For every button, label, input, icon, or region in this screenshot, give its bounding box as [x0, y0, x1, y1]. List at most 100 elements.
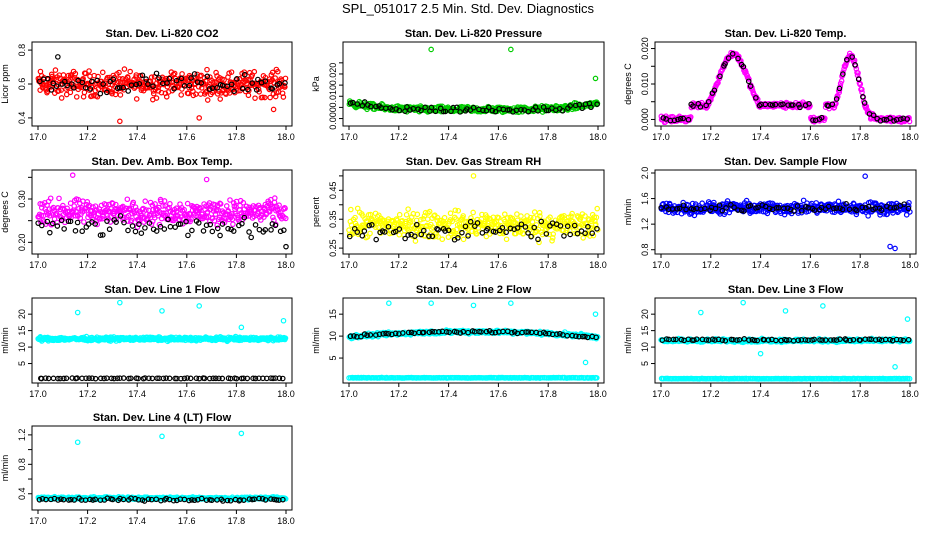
- data-point: [139, 72, 146, 79]
- data-point: [749, 336, 756, 343]
- x-tick-label: 18.0: [589, 260, 607, 270]
- data-point: [240, 199, 247, 206]
- x-tick-label: 17.0: [29, 132, 47, 142]
- outlier-point: [280, 317, 287, 324]
- data-point: [142, 198, 149, 204]
- points-layer: [346, 300, 601, 381]
- data-point: [225, 375, 232, 382]
- data-point: [252, 95, 258, 101]
- chart-title: Stan. Dev. Line 3 Flow: [728, 284, 844, 296]
- data-point: [280, 94, 287, 100]
- data-point: [67, 89, 74, 96]
- data-point: [79, 79, 86, 86]
- outlier-point: [428, 300, 434, 306]
- data-point: [127, 68, 133, 75]
- data-point: [92, 375, 99, 382]
- data-point: [104, 218, 110, 224]
- data-point: [225, 225, 231, 232]
- outlier-point: [386, 300, 392, 306]
- y-axis-label: ml/min: [623, 199, 633, 226]
- data-point: [492, 329, 499, 336]
- data-point: [533, 329, 540, 336]
- y-tick-label: 5: [328, 356, 338, 361]
- data-point: [110, 76, 117, 83]
- data-point: [54, 223, 61, 229]
- data-point: [282, 75, 289, 82]
- data-point: [228, 81, 235, 88]
- data-point: [161, 226, 168, 232]
- data-point: [58, 87, 64, 93]
- data-point: [455, 207, 462, 214]
- x-tick-label: 17.2: [390, 389, 408, 399]
- data-point: [460, 213, 466, 219]
- outlier-point: [782, 308, 789, 314]
- data-point: [881, 116, 887, 123]
- data-point: [276, 375, 283, 382]
- data-point: [459, 229, 465, 236]
- data-point: [522, 224, 529, 230]
- data-point: [120, 84, 127, 91]
- data-point: [729, 51, 736, 57]
- data-point: [574, 230, 581, 237]
- outlier-point: [283, 243, 289, 250]
- data-point: [484, 225, 491, 232]
- y-tick-label: 20: [640, 309, 650, 319]
- data-point: [878, 207, 885, 213]
- data-point: [369, 222, 375, 228]
- data-point: [72, 70, 79, 77]
- data-point: [546, 330, 552, 337]
- x-tick-label: 17.8: [228, 260, 246, 270]
- data-point: [781, 205, 787, 212]
- data-point: [42, 375, 49, 381]
- data-point: [97, 375, 104, 382]
- outlier-point: [117, 118, 123, 125]
- y-tick-label: 0.30: [17, 190, 27, 208]
- data-point: [160, 203, 166, 209]
- y-axis-label: Licor ppm: [0, 64, 10, 104]
- data-point: [70, 209, 76, 216]
- data-point: [282, 215, 289, 222]
- data-point: [186, 82, 193, 89]
- y-tick-label: 1.2: [640, 218, 650, 231]
- data-point: [167, 200, 173, 207]
- data-point: [172, 224, 179, 230]
- data-point: [564, 223, 571, 229]
- data-point: [47, 213, 53, 219]
- data-point: [184, 375, 191, 381]
- data-point: [49, 220, 56, 227]
- x-tick-label: 18.0: [277, 389, 295, 399]
- data-point: [755, 204, 761, 211]
- data-point: [133, 81, 140, 88]
- data-point: [376, 331, 383, 338]
- y-axis-label: degrees C: [623, 63, 633, 105]
- data-point: [723, 205, 729, 211]
- data-point: [550, 231, 557, 237]
- data-point: [114, 85, 121, 91]
- data-point: [97, 216, 103, 222]
- data-point: [866, 336, 872, 342]
- data-point: [164, 83, 171, 90]
- data-point: [145, 81, 151, 87]
- data-point: [447, 210, 454, 217]
- data-point: [246, 229, 252, 235]
- data-point: [188, 75, 194, 81]
- x-tick-label: 18.0: [589, 389, 607, 399]
- data-point: [446, 329, 452, 336]
- data-point: [373, 236, 379, 243]
- data-point: [840, 71, 846, 77]
- data-point: [375, 224, 382, 231]
- data-point: [139, 206, 146, 213]
- outlier-point: [887, 243, 893, 250]
- data-point: [408, 329, 415, 336]
- data-point: [271, 195, 278, 201]
- y-axis-label: kPa: [311, 76, 321, 92]
- data-point: [269, 86, 276, 92]
- y-axis-label: ml/min: [0, 327, 10, 354]
- x-tick-label: 17.6: [802, 389, 820, 399]
- data-point: [214, 85, 220, 91]
- data-point: [125, 74, 131, 81]
- points-layer: [346, 46, 601, 116]
- data-point: [228, 213, 234, 220]
